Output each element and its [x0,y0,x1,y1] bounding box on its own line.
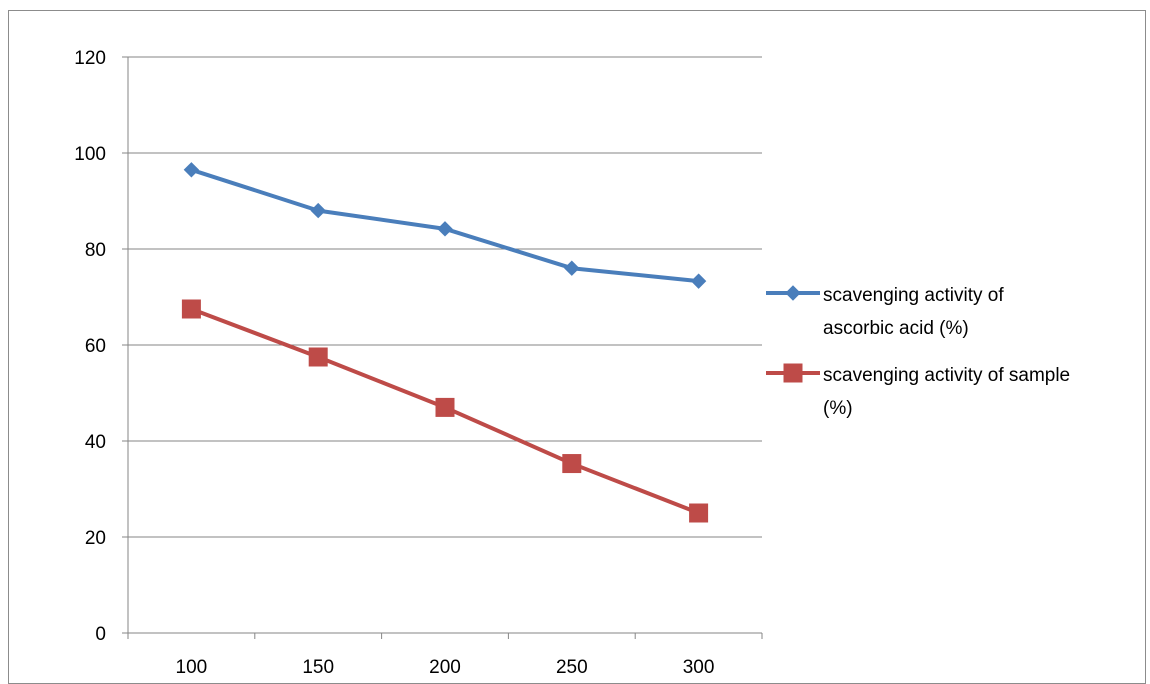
y-tick-label: 0 [95,624,106,645]
x-tick-labels: 100 150 200 250 300 [176,657,715,678]
data-point-square [689,503,709,523]
legend-marker-diamond [785,285,801,301]
legend-label: ascorbic acid (%) [823,318,969,339]
y-tick-label: 100 [74,144,106,165]
x-tick-label: 300 [683,657,715,678]
x-tick-label: 150 [302,657,334,678]
legend-entry-2: scavenging activity of sample (%) [766,363,1070,419]
chart-frame [8,10,1146,684]
legend-entry-1: scavenging activity of ascorbic acid (%) [766,285,1004,339]
data-point-diamond [690,273,707,289]
legend-marker-square [783,363,803,383]
y-tick-label: 20 [85,528,106,549]
axes [122,56,763,639]
y-tick-labels: 0 20 40 60 80 100 120 [74,48,106,645]
series-1 [183,162,707,289]
data-point-square [308,347,328,367]
y-tick-label: 40 [85,432,106,453]
data-point-square [181,299,201,319]
x-tick-label: 100 [176,657,208,678]
y-tick-label: 80 [85,240,106,261]
data-point-diamond [437,221,453,237]
x-tick-label: 250 [556,657,588,678]
data-point-square [435,397,455,417]
legend-label: (%) [823,398,853,419]
data-point-diamond [564,260,580,276]
series-2 [181,299,709,523]
gridlines [128,56,762,538]
x-tick-label: 200 [429,657,461,678]
legend-label: scavenging activity of sample [823,365,1070,386]
data-point-diamond [183,162,200,178]
series [181,162,709,523]
y-tick-label: 120 [74,48,106,69]
data-point-square [562,454,582,474]
y-tick-label: 60 [85,336,106,357]
data-point-diamond [310,202,326,219]
legend-label: scavenging activity of [823,285,1004,306]
